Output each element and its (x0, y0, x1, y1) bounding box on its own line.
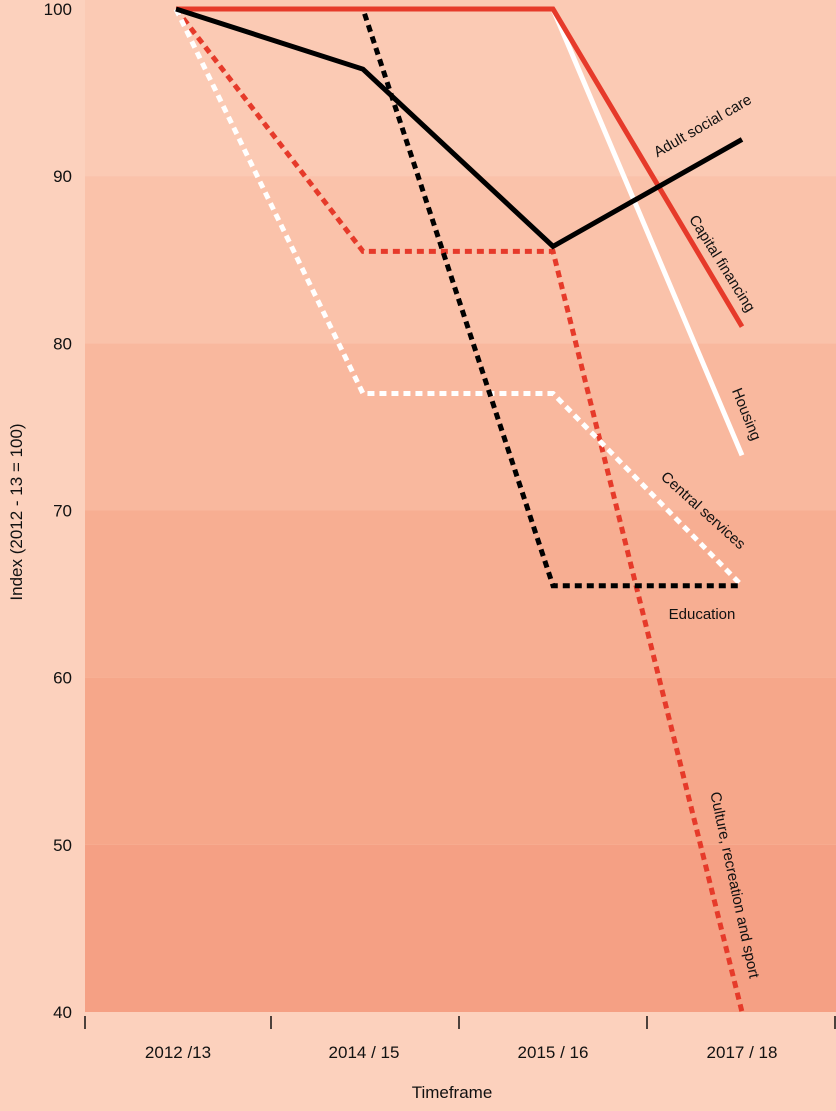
x-tick-label: 2015 / 16 (518, 1043, 589, 1062)
series-line (174, 7, 745, 1013)
series-lines (173, 6, 745, 1013)
series-line (173, 7, 744, 588)
series-line (175, 6, 744, 250)
x-tick-label: 2012 /13 (145, 1043, 211, 1062)
background-band (85, 677, 836, 845)
y-tick-label: 80 (53, 334, 72, 353)
background-band (85, 9, 836, 177)
x-tick-label: 2017 / 18 (707, 1043, 778, 1062)
y-axis-title: Index (2012 - 13 = 100) (7, 423, 26, 600)
y-tick-label: 70 (53, 502, 72, 521)
y-tick-label: 40 (53, 1003, 72, 1022)
background-band (85, 510, 836, 678)
y-tick-label: 50 (53, 836, 72, 855)
background-band (85, 0, 836, 9)
series-line (176, 6, 742, 589)
background-band (85, 343, 836, 511)
y-tick-label: 90 (53, 167, 72, 186)
background-bands (85, 0, 836, 1012)
x-tick-label: 2014 / 15 (329, 1043, 400, 1062)
background-band (85, 844, 836, 1012)
y-tick-label: 60 (53, 669, 72, 688)
y-tick-label: 100 (44, 0, 72, 19)
x-axis-title: Timeframe (412, 1083, 493, 1102)
x-axis: 2012 /13 2014 / 15 2015 / 16 2017 / 18 (84, 1016, 836, 1062)
y-axis: 40 50 60 70 80 90 100 (44, 0, 72, 1022)
series-label: Education (669, 606, 736, 623)
series-line (176, 6, 745, 328)
background-band (85, 176, 836, 344)
